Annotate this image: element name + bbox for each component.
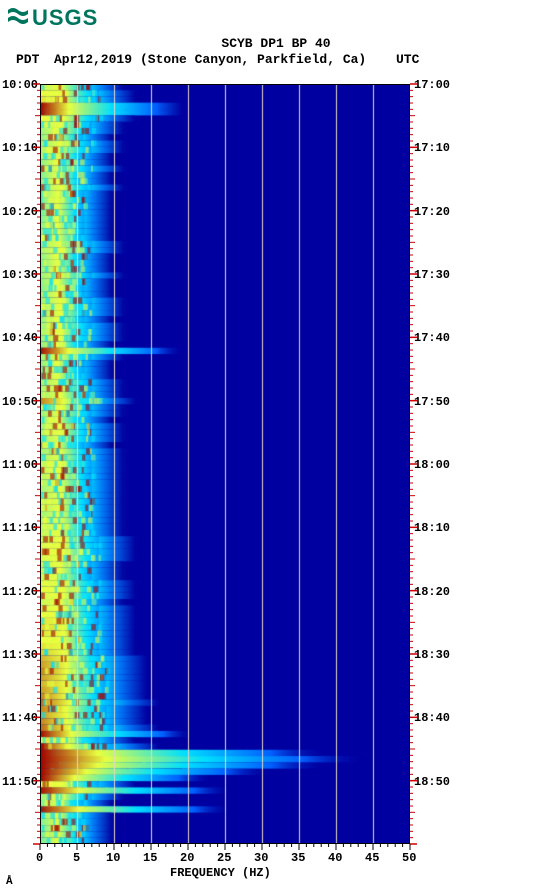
- y-left-tick-label: 10:20: [2, 205, 38, 219]
- y-left-tick-label: 10:10: [2, 141, 38, 155]
- y-left-tick-label: 11:20: [2, 585, 38, 599]
- y-right-tick-label: 17:10: [414, 141, 450, 155]
- y-right-tick-label: 18:40: [414, 711, 450, 725]
- usgs-logo: USGS: [6, 4, 106, 30]
- timezone-left: PDT: [16, 52, 39, 67]
- plot-title: SCYB DP1 BP 40: [0, 36, 552, 51]
- svg-text:USGS: USGS: [32, 5, 98, 30]
- y-left-tick-label: 11:00: [2, 458, 38, 472]
- x-tick-label: 20: [180, 851, 194, 865]
- y-right-tick-label: 18:20: [414, 585, 450, 599]
- y-right-tick-label: 18:30: [414, 648, 450, 662]
- x-tick-label: 5: [73, 851, 80, 865]
- x-tick-label: 35: [291, 851, 305, 865]
- y-left-tick-label: 11:40: [2, 711, 38, 725]
- x-tick-label: 15: [143, 851, 157, 865]
- y-right-tick-label: 17:20: [414, 205, 450, 219]
- y-right-tick-label: 18:50: [414, 775, 450, 789]
- y-right-tick-label: 17:50: [414, 395, 450, 409]
- y-left-tick-label: 11:50: [2, 775, 38, 789]
- x-tick-label: 40: [328, 851, 342, 865]
- x-tick-label: 45: [365, 851, 379, 865]
- footer-mark: Å: [6, 876, 13, 888]
- y-right-tick-label: 17:00: [414, 78, 450, 92]
- x-tick-label: 0: [36, 851, 43, 865]
- y-left-tick-label: 11:30: [2, 648, 38, 662]
- y-left-tick-label: 10:50: [2, 395, 38, 409]
- y-right-tick-label: 18:00: [414, 458, 450, 472]
- x-tick-label: 30: [254, 851, 268, 865]
- seismogram-waveform: [470, 78, 540, 846]
- y-left-tick-label: 10:40: [2, 331, 38, 345]
- y-right-tick-label: 17:40: [414, 331, 450, 345]
- header-date: Apr12,2019: [54, 52, 132, 67]
- y-left-tick-label: 10:00: [2, 78, 38, 92]
- y-left-tick-label: 10:30: [2, 268, 38, 282]
- y-right-tick-label: 17:30: [414, 268, 450, 282]
- spectrogram-plot: [40, 84, 410, 844]
- x-tick-label: 50: [402, 851, 416, 865]
- x-axis-label: FREQUENCY (HZ): [170, 866, 271, 880]
- x-tick-label: 25: [217, 851, 231, 865]
- header-location: (Stone Canyon, Parkfield, Ca): [140, 52, 366, 67]
- y-left-tick-label: 11:10: [2, 521, 38, 535]
- timezone-right: UTC: [396, 52, 419, 67]
- y-right-tick-label: 18:10: [414, 521, 450, 535]
- x-tick-label: 10: [106, 851, 120, 865]
